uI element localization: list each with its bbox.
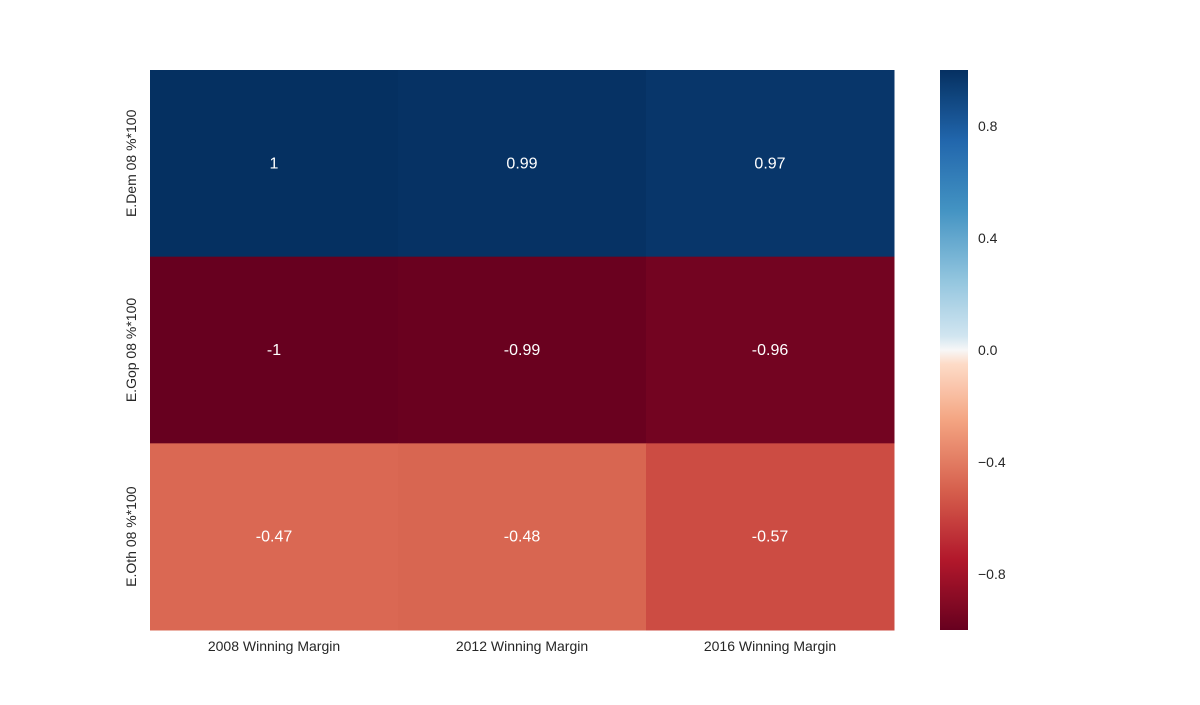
heatmap-cell (150, 443, 399, 631)
colorbar-tick-label: 0.4 (978, 230, 998, 246)
heatmap-cells (150, 70, 895, 631)
y-axis-tick-labels: E.Dem 08 %*100 E.Gop 08 %*100 E.Oth 08 %*1… (123, 109, 139, 586)
heatmap-cell (646, 443, 895, 631)
x-axis-tick-labels: 2008 Winning Margin 2012 Winning Margin 20… (208, 638, 836, 654)
heatmap-cell-labels: 1 0.99 0.97 -1 -0.99 -0.96 -0.47 -0.48 -0.57 (256, 155, 789, 545)
colorbar-tick-label: −0.8 (978, 566, 1006, 582)
y-tick-label: E.Oth 08 %*100 (123, 486, 139, 587)
heatmap-cell-label: 0.99 (506, 155, 537, 172)
heatmap-cell-label: 1 (270, 155, 279, 172)
heatmap-cell-label: -0.48 (504, 529, 541, 546)
heatmap-cell (646, 256, 895, 444)
x-tick-label: 2012 Winning Margin (456, 638, 588, 654)
colorbar-tick-label: 0.8 (978, 118, 998, 134)
heatmap-cell (398, 256, 647, 444)
heatmap-cell (150, 256, 399, 444)
colorbar-tick-label: 0.0 (978, 342, 998, 358)
heatmap-cell-label: -0.47 (256, 529, 293, 546)
colorbar-gradient (940, 70, 968, 630)
x-tick-label: 2008 Winning Margin (208, 638, 340, 654)
heatmap-cell-label: -0.99 (504, 342, 541, 359)
heatmap-cell (646, 70, 895, 258)
heatmap-cell (150, 70, 399, 258)
y-tick-label: E.Dem 08 %*100 (123, 109, 139, 217)
colorbar: 0.8 0.4 0.0 −0.4 −0.8 (940, 70, 1006, 630)
heatmap-cell (398, 70, 647, 258)
heatmap-cell (398, 443, 647, 631)
heatmap-cell-label: 0.97 (754, 155, 785, 172)
y-tick-label: E.Gop 08 %*100 (123, 298, 139, 403)
x-tick-label: 2016 Winning Margin (704, 638, 836, 654)
heatmap-cell-label: -0.57 (752, 529, 789, 546)
colorbar-tick-label: −0.4 (978, 454, 1006, 470)
heatmap-cell-label: -0.96 (752, 342, 789, 359)
heatmap-cell-label: -1 (267, 342, 281, 359)
